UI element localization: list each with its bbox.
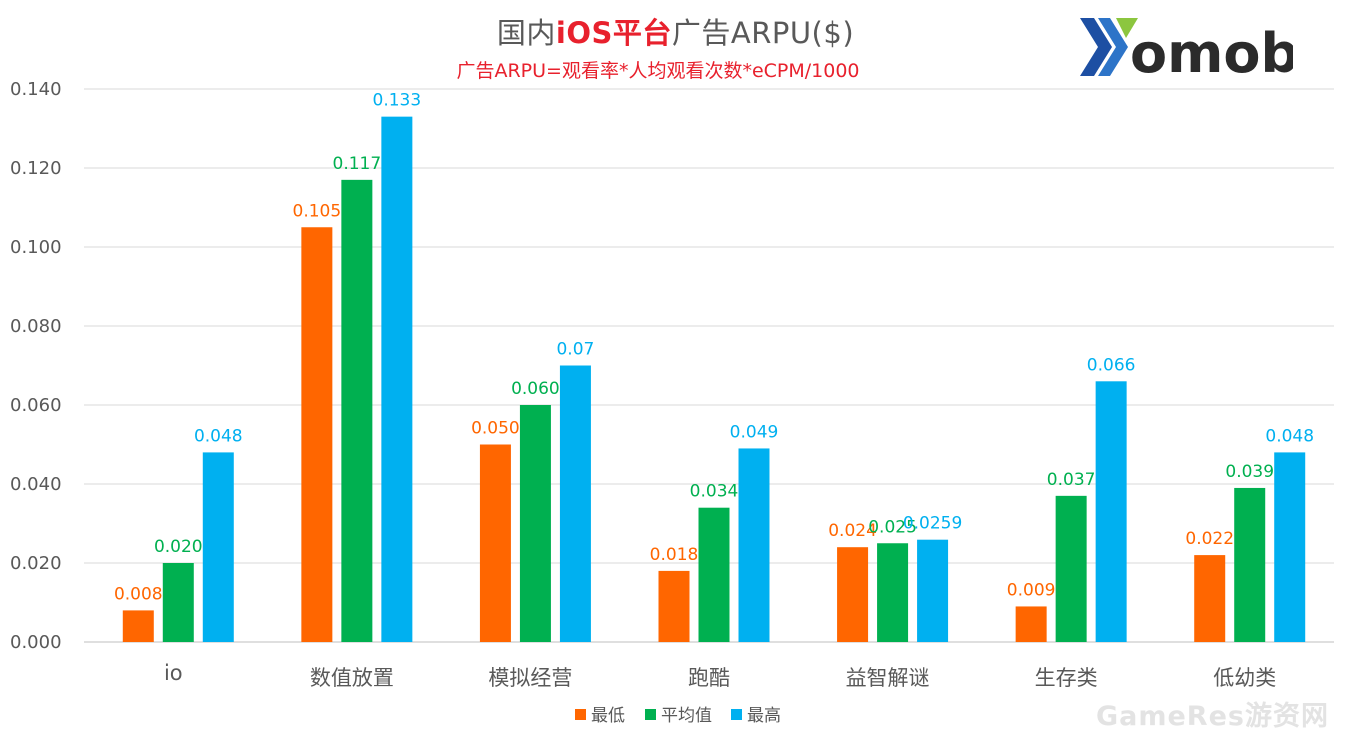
data-label: 0.117 <box>333 154 382 174</box>
bar-最高 <box>381 116 413 642</box>
data-label: 0.048 <box>194 426 243 446</box>
y-tick-label: 0.140 <box>10 79 62 100</box>
watermark: GameRes游资网 <box>1095 701 1329 732</box>
data-label: 0.022 <box>1185 529 1234 549</box>
data-label: 0.048 <box>1265 426 1314 446</box>
legend-swatch-最低 <box>575 709 586 720</box>
data-label: 0.039 <box>1225 462 1274 482</box>
y-tick-label: 0.020 <box>10 553 62 574</box>
title-part-3: 广告ARPU($) <box>671 16 855 50</box>
chart-title: 国内iOS平台广告ARPU($) <box>0 10 1351 52</box>
data-label: 0.025 <box>868 517 917 537</box>
bar-平均值 <box>1234 487 1266 642</box>
bar-最低 <box>1015 606 1047 642</box>
logo-mark-green <box>1116 18 1138 38</box>
bar-最高 <box>559 365 591 642</box>
logo-text: omob <box>1130 22 1293 80</box>
title-part-2: iOS平台 <box>555 16 672 50</box>
bar-最高 <box>738 448 770 642</box>
bar-平均值 <box>698 507 730 642</box>
legend-label: 平均值 <box>661 706 712 726</box>
bar-平均值 <box>519 405 551 642</box>
data-label: 0.07 <box>556 340 594 360</box>
bar-最高 <box>1095 381 1127 642</box>
bar-平均值 <box>1055 495 1087 642</box>
chart-subtitle: 广告ARPU=观看率*人均观看次数*eCPM/1000 <box>456 60 860 82</box>
y-tick-label: 0.100 <box>10 237 62 258</box>
x-tick-label: 益智解谜 <box>846 666 930 690</box>
bar-平均值 <box>162 563 194 642</box>
x-tick-label: 生存类 <box>1035 666 1098 690</box>
y-tick-label: 0.060 <box>10 395 62 416</box>
data-label: 0.024 <box>828 521 877 541</box>
y-tick-label: 0.080 <box>10 316 62 337</box>
data-label: 0.060 <box>511 379 560 399</box>
data-label: 0.037 <box>1047 470 1096 490</box>
data-label: 0.133 <box>373 91 422 111</box>
bar-平均值 <box>341 179 373 642</box>
x-tick-label: 模拟经营 <box>488 666 572 690</box>
y-tick-label: 0.000 <box>10 632 62 653</box>
bar-最高 <box>1274 452 1306 642</box>
data-label: 0.009 <box>1007 580 1056 600</box>
bar-平均值 <box>877 543 909 642</box>
legend-label: 最高 <box>747 706 781 726</box>
x-tick-label: 低幼类 <box>1213 666 1276 690</box>
data-label: 0.050 <box>471 419 520 439</box>
data-label: 0.0259 <box>903 514 962 534</box>
x-tick-label: 数值放置 <box>310 666 394 690</box>
data-label: 0.018 <box>650 545 699 565</box>
bar-最高 <box>917 539 949 642</box>
legend-label: 最低 <box>591 706 625 726</box>
bar-最高 <box>202 452 234 642</box>
bar-最低 <box>837 547 869 642</box>
data-label: 0.105 <box>293 201 342 221</box>
x-tick-label: io <box>164 661 183 685</box>
logo-mark-blue <box>1080 18 1112 76</box>
data-label: 0.049 <box>730 422 779 442</box>
legend-swatch-最高 <box>731 709 742 720</box>
bar-最低 <box>479 444 511 642</box>
bar-最低 <box>658 570 690 642</box>
data-label: 0.034 <box>690 482 739 502</box>
bar-最低 <box>122 610 154 642</box>
title-part-1: 国内 <box>496 16 556 50</box>
y-tick-label: 0.040 <box>10 474 62 495</box>
y-tick-label: 0.120 <box>10 158 62 179</box>
x-tick-label: 跑酷 <box>688 666 730 690</box>
legend-swatch-平均值 <box>645 709 656 720</box>
data-label: 0.008 <box>114 584 163 604</box>
bar-最低 <box>301 227 333 642</box>
logo-mark-light <box>1098 18 1128 76</box>
bar-最低 <box>1194 555 1226 642</box>
yomob-logo: omob <box>1080 18 1293 80</box>
data-label: 0.020 <box>154 537 203 557</box>
data-label: 0.066 <box>1087 355 1136 375</box>
